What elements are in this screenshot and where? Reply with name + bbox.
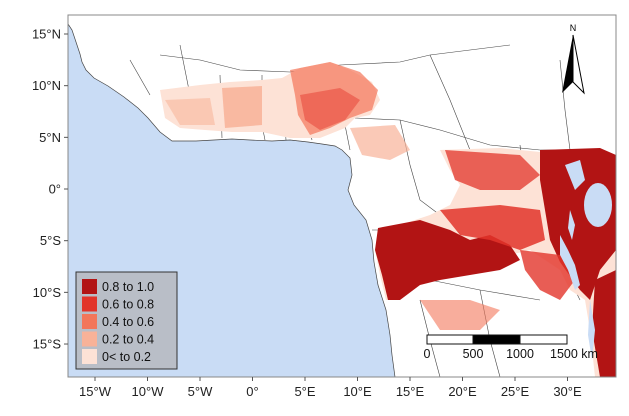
legend-label: 0.8 to 1.0 [102,280,154,294]
y-tick-label: 15°S [33,337,62,352]
legend: 0.8 to 1.0 0.6 to 0.8 0.4 to 0.6 0.2 to 0.4… [75,271,178,370]
x-tick-label: 5°W [188,384,213,399]
legend-swatch [82,296,97,312]
scale-label-1500: 1500 km [550,347,598,361]
x-tick-label: 25°E [501,384,530,399]
west-africa-values [160,62,410,160]
x-tick-label: 20°E [448,384,477,399]
north-arrow-icon: N [562,23,585,95]
scale-segment-3 [519,334,568,345]
y-tick-label: 5°S [40,233,61,248]
lake-albert [565,160,585,190]
x-tick-label: 10°E [343,384,372,399]
legend-swatch [82,314,97,329]
x-tick-label: 0° [246,384,258,399]
legend-label: 0.6 to 0.8 [102,298,154,312]
x-tick-label: 5°E [294,384,315,399]
legend-swatch [82,279,97,294]
lake-tanganyika [560,235,580,290]
x-tick-label: 30°E [553,384,582,399]
north-label: N [570,23,577,33]
x-tick-label: 10°W [132,384,165,399]
x-axis: 15°W 10°W 5°W 0° 5°E 10°E 15°E 20°E 25°E 30°E [79,377,582,399]
y-tick-label: 0° [49,182,61,197]
y-tick-label: 10°S [33,285,62,300]
scale-label-1000: 1000 [506,347,534,361]
y-tick-label: 10°N [32,78,61,93]
x-tick-label: 15°E [396,384,425,399]
legend-swatch [82,331,97,347]
lake-victoria [584,183,612,227]
scale-label-0: 0 [424,347,431,361]
map-body [68,15,616,377]
lake-kivu [568,210,575,240]
scale-bar: 0 500 1000 1500 km [424,334,598,361]
y-tick-label: 5°N [39,130,61,145]
lake-malawi [588,300,595,360]
scale-segment-2 [472,334,521,345]
y-axis: 15°N 10°N 5°N 0° 5°S 10°S 15°S [32,27,68,352]
legend-swatch [82,349,97,364]
scale-label-500: 500 [463,347,484,361]
map-frame [67,14,617,378]
scale-segment-1 [426,334,474,345]
legend-label: 0.4 to 0.6 [102,315,154,329]
y-tick-label: 15°N [32,27,61,42]
legend-label: 0.2 to 0.4 [102,333,154,347]
lakes [560,160,612,360]
x-tick-label: 15°W [79,384,112,399]
legend-label: 0< to 0.2 [102,350,151,364]
